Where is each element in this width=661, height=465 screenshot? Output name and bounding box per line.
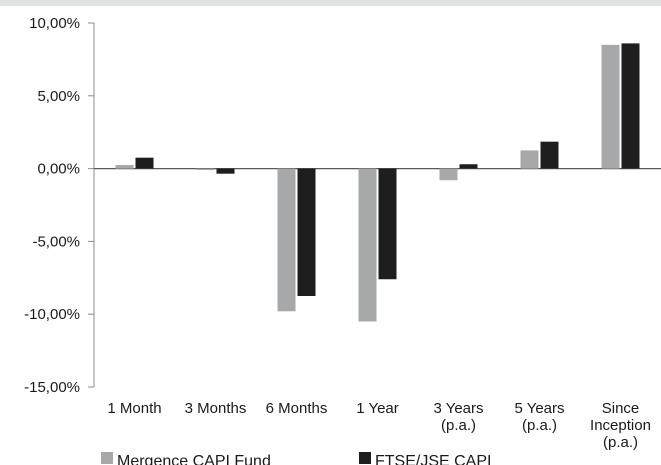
bar-index bbox=[621, 43, 640, 169]
x-tick-label: 6 Months bbox=[266, 400, 328, 417]
x-tick-label-line: 3 Months bbox=[185, 400, 247, 417]
bar-fund bbox=[358, 168, 377, 322]
legend-swatch bbox=[101, 452, 113, 464]
x-tick-label-line: (p.a.) bbox=[441, 417, 476, 434]
legend-swatch bbox=[359, 452, 371, 464]
bar-fund bbox=[601, 44, 620, 169]
y-tick-label: -15,00% bbox=[24, 379, 80, 396]
y-tick-label: 5,00% bbox=[37, 88, 80, 105]
x-tick-label: 1 Year bbox=[356, 400, 399, 417]
bar-fund bbox=[520, 150, 539, 169]
x-tick-label-line: 6 Months bbox=[266, 400, 328, 417]
bar-index bbox=[378, 168, 397, 280]
bar-fund bbox=[196, 168, 215, 171]
x-tick-label-line: 1 Year bbox=[356, 400, 399, 417]
bar-fund bbox=[115, 164, 134, 169]
y-tick-label: -5,00% bbox=[32, 233, 80, 250]
legend-label: FTSE/JSE CAPI bbox=[375, 453, 491, 465]
x-tick-label: 5 Years (p.a.) bbox=[514, 400, 564, 434]
x-tick-label: 1 Month bbox=[107, 400, 161, 417]
y-tick-label: 10,00% bbox=[29, 15, 80, 32]
legend-label: Mergence CAPI Fund bbox=[117, 453, 271, 465]
x-tick-label-line: (p.a.) bbox=[522, 417, 557, 434]
x-tick-label-line: 3 Years bbox=[433, 400, 483, 417]
y-tick-label: 0,00% bbox=[37, 161, 80, 178]
x-tick-label: 3 Months bbox=[185, 400, 247, 417]
bar-index bbox=[216, 168, 235, 174]
bar-fund bbox=[277, 168, 296, 312]
x-tick-label: Since Inception (p.a.) bbox=[590, 400, 651, 451]
x-tick-label-line: 1 Month bbox=[107, 400, 161, 417]
x-tick-label-line: Inception bbox=[590, 417, 651, 434]
y-tick-label: -10,00% bbox=[24, 306, 80, 323]
bar-index bbox=[540, 141, 559, 169]
top-band bbox=[0, 0, 661, 6]
bar-index bbox=[297, 168, 316, 296]
bar-index bbox=[459, 164, 478, 169]
bar-index bbox=[135, 157, 154, 169]
x-tick-label-line: 5 Years bbox=[514, 400, 564, 417]
x-tick-label-line: Since bbox=[602, 400, 640, 417]
x-tick-label-line: (p.a.) bbox=[603, 434, 638, 451]
x-tick-label: 3 Years (p.a.) bbox=[433, 400, 483, 434]
bar-fund bbox=[439, 168, 458, 181]
